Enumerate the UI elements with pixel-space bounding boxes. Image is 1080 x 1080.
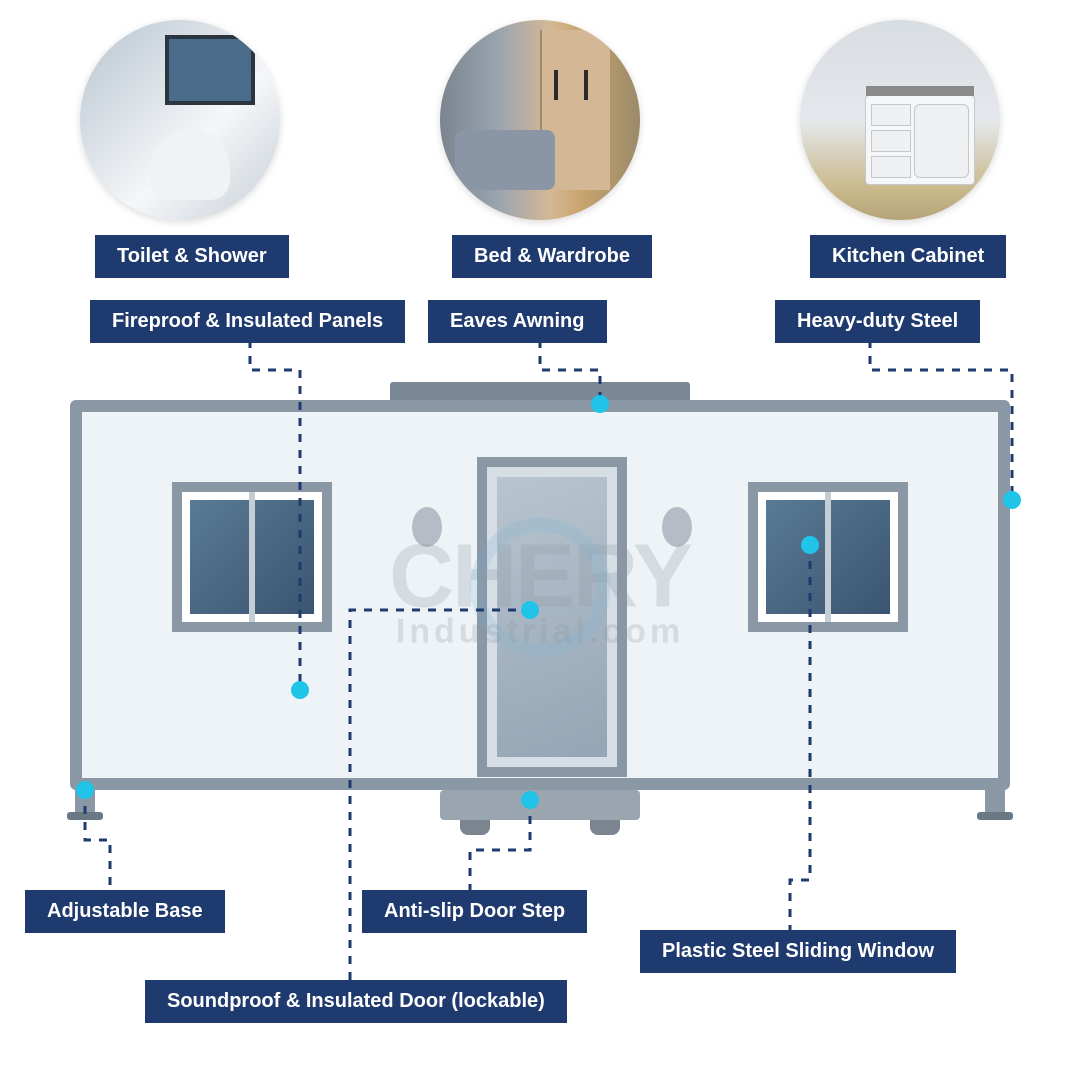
dot-fireproof_panels bbox=[291, 681, 309, 699]
front-door bbox=[477, 457, 627, 777]
label-heavy-duty-steel: Heavy-duty Steel bbox=[775, 300, 980, 343]
bedroom-scene bbox=[440, 20, 640, 220]
dot-sliding_window bbox=[801, 536, 819, 554]
wall-light-left bbox=[412, 507, 442, 547]
dot-adjustable_base bbox=[76, 781, 94, 799]
eaves-awning bbox=[390, 382, 690, 400]
label-insulated-door: Soundproof & Insulated Door (lockable) bbox=[145, 980, 567, 1023]
dot-anti_slip_step bbox=[521, 791, 539, 809]
window-right bbox=[748, 482, 908, 632]
label-bed-wardrobe: Bed & Wardrobe bbox=[452, 235, 652, 278]
adjustable-foot-right bbox=[985, 790, 1005, 812]
feature-photo-kitchen bbox=[800, 20, 1000, 220]
kitchen-scene bbox=[800, 20, 1000, 220]
container-house: CHERY Industrial.com bbox=[70, 400, 1010, 790]
label-anti-slip-step: Anti-slip Door Step bbox=[362, 890, 587, 933]
window-left bbox=[172, 482, 332, 632]
wall-light-right bbox=[662, 507, 692, 547]
label-eaves-awning: Eaves Awning bbox=[428, 300, 607, 343]
bathroom-scene bbox=[80, 20, 280, 220]
label-adjustable-base: Adjustable Base bbox=[25, 890, 225, 933]
dot-heavy_duty_steel bbox=[1003, 491, 1021, 509]
house-frame: CHERY Industrial.com bbox=[70, 400, 1010, 790]
dot-insulated_door bbox=[521, 601, 539, 619]
label-sliding-window: Plastic Steel Sliding Window bbox=[640, 930, 956, 973]
feature-photo-bedroom bbox=[440, 20, 640, 220]
door-step bbox=[440, 790, 640, 820]
label-kitchen-cabinet: Kitchen Cabinet bbox=[810, 235, 1006, 278]
label-toilet-shower: Toilet & Shower bbox=[95, 235, 289, 278]
feature-photo-bathroom bbox=[80, 20, 280, 220]
label-fireproof-panels: Fireproof & Insulated Panels bbox=[90, 300, 405, 343]
dot-eaves_awning bbox=[591, 395, 609, 413]
